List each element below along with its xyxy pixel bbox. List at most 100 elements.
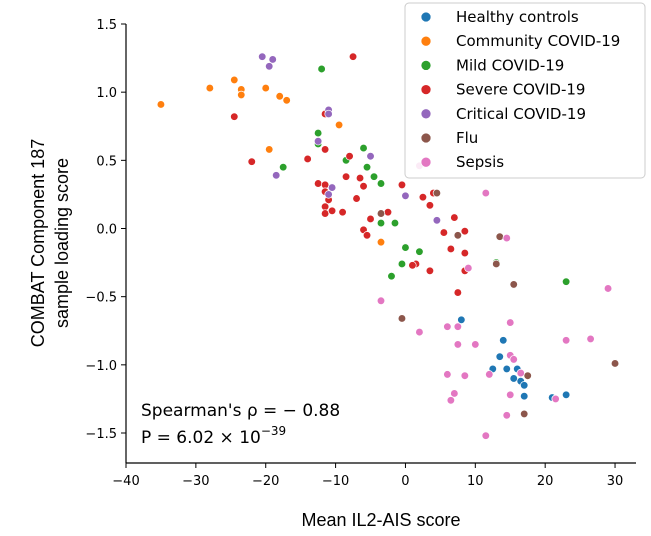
data-point	[401, 191, 410, 200]
data-point	[327, 206, 337, 215]
data-point	[313, 179, 323, 188]
legend-label: Sepsis	[456, 153, 504, 171]
legend-label: Severe COVID-19	[456, 81, 585, 99]
x-tick-label: 20	[537, 474, 554, 489]
data-point	[495, 352, 504, 361]
data-point	[523, 371, 532, 380]
data-point	[425, 201, 435, 210]
data-point	[408, 261, 417, 270]
data-point	[443, 370, 452, 379]
legend-marker	[420, 35, 432, 47]
data-point	[230, 112, 239, 121]
data-point	[509, 355, 518, 364]
data-point	[481, 188, 490, 198]
legend: Healthy controls Community COVID-19 Mild C…	[404, 2, 646, 179]
legend-marker	[420, 156, 432, 168]
series-community-covid-19	[156, 75, 386, 247]
data-point	[317, 64, 326, 74]
ticks: −40 −30 −20 −10 0 10 20 30 −1.5 −1.0 −0.5 0.0 0.5 1.0…	[85, 18, 623, 489]
x-tick-label: 10	[467, 474, 484, 489]
y-axis-title-line1: COMBAT Component 187	[28, 139, 48, 347]
data-point	[237, 90, 246, 100]
data-point	[561, 390, 571, 399]
y-axis-title-line2: sample loading score	[52, 158, 72, 328]
y-tick-label: 0.0	[96, 223, 117, 238]
data-point	[272, 171, 281, 180]
data-point	[520, 409, 529, 419]
data-point	[341, 172, 351, 181]
series-sepsis	[376, 161, 613, 440]
data-point	[502, 233, 511, 243]
x-tick-label: −40	[112, 474, 139, 489]
data-point	[313, 137, 323, 146]
data-point	[366, 152, 375, 161]
data-point	[502, 411, 511, 420]
data-point	[387, 272, 396, 281]
data-point	[320, 209, 330, 218]
x-tick-label: −30	[182, 474, 209, 489]
data-point	[320, 180, 330, 190]
data-point	[156, 100, 166, 109]
data-point	[313, 128, 323, 138]
legend-marker	[420, 60, 432, 71]
data-point	[261, 83, 270, 93]
legend-marker	[420, 132, 432, 144]
data-point	[401, 243, 410, 252]
data-point	[509, 280, 518, 289]
p-value-base: P = 6.02 × 10	[141, 428, 261, 448]
data-point	[376, 237, 386, 247]
data-point	[415, 327, 424, 337]
data-point	[376, 296, 386, 305]
data-point	[453, 231, 462, 240]
series-severe-covid-19	[230, 52, 469, 297]
data-point	[376, 209, 386, 218]
p-value-text: P = 6.02 × 10−39	[141, 424, 286, 448]
data-point	[355, 173, 365, 183]
data-point	[366, 214, 375, 224]
data-point	[446, 396, 456, 405]
spearman-rho-text: Spearman's ρ = − 0.88	[141, 401, 340, 421]
data-point	[258, 52, 267, 61]
stats-annotation: Spearman's ρ = − 0.88 P = 6.02 × 10−39	[141, 401, 340, 448]
x-axis-title: Mean IL2-AIS score	[301, 510, 460, 530]
data-point	[415, 247, 424, 256]
y-tick-label: −0.5	[85, 291, 117, 306]
legend-label: Mild COVID-19	[456, 56, 564, 74]
data-point	[362, 163, 372, 172]
data-point	[327, 183, 337, 192]
legend-box	[404, 2, 646, 179]
data-point	[397, 314, 407, 323]
series-critical-covid-19	[258, 52, 442, 225]
data-point	[265, 145, 274, 154]
data-point	[324, 109, 333, 119]
data-point	[334, 120, 344, 130]
data-point	[603, 284, 613, 293]
x-tick-label: −20	[252, 474, 279, 489]
data-point	[450, 389, 459, 398]
y-tick-label: 0.5	[96, 154, 117, 169]
data-point	[561, 277, 571, 286]
legend-label: Flu	[456, 129, 478, 147]
data-point	[376, 179, 386, 188]
data-point	[453, 288, 462, 297]
data-point	[495, 232, 504, 241]
data-point	[205, 83, 214, 93]
data-point	[359, 182, 368, 191]
legend-marker	[420, 11, 432, 23]
data-point	[453, 340, 462, 349]
data-point	[320, 202, 330, 211]
data-point	[460, 371, 469, 380]
data-point	[324, 190, 333, 199]
data-point	[397, 180, 407, 190]
data-point	[502, 364, 511, 374]
data-point	[561, 336, 571, 345]
data-point	[446, 244, 456, 254]
data-point	[464, 263, 473, 273]
x-tick-label: −10	[322, 474, 349, 489]
data-point	[338, 207, 347, 217]
p-value-exponent: −39	[261, 424, 286, 438]
data-point	[348, 52, 358, 61]
data-point	[362, 231, 372, 240]
legend-label: Community COVID-19	[456, 32, 620, 50]
data-point	[279, 163, 288, 172]
